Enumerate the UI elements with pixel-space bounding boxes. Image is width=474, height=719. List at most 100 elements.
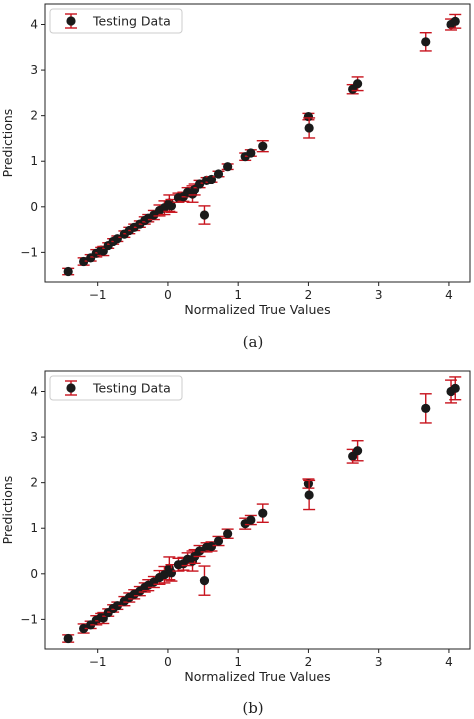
y-tick-label: 4 xyxy=(30,18,38,32)
marker xyxy=(199,210,210,220)
marker xyxy=(213,169,224,179)
data-point xyxy=(256,503,269,524)
x-tick-label: 4 xyxy=(445,288,453,302)
data-point xyxy=(419,393,432,424)
panel-caption: (a) xyxy=(243,333,264,351)
marker xyxy=(63,633,73,644)
marker xyxy=(450,16,460,26)
marker xyxy=(450,383,460,393)
y-axis-label: Predictions xyxy=(0,476,15,545)
x-tick-label: 1 xyxy=(234,655,242,669)
y-tick-label: 0 xyxy=(30,567,38,581)
data-point xyxy=(212,169,225,179)
data-point xyxy=(221,162,234,172)
y-tick-label: 2 xyxy=(30,109,38,123)
marker xyxy=(206,541,217,552)
data-point xyxy=(62,633,75,644)
marker xyxy=(353,79,363,89)
marker xyxy=(303,478,314,489)
data-point xyxy=(351,440,364,462)
legend-label: Testing Data xyxy=(92,381,171,396)
marker xyxy=(246,148,256,158)
marker xyxy=(63,266,73,277)
data-point xyxy=(111,234,124,244)
data-point xyxy=(302,478,315,489)
data-point xyxy=(244,148,257,158)
y-tick-label: −1 xyxy=(20,612,38,626)
legend-marker xyxy=(66,16,76,26)
marker xyxy=(421,403,431,413)
x-tick-label: 3 xyxy=(375,288,383,302)
x-tick-label: −1 xyxy=(89,288,107,302)
marker xyxy=(304,123,314,133)
data-point xyxy=(198,565,211,596)
panel-caption: (b) xyxy=(242,699,263,717)
data-point xyxy=(221,528,234,539)
x-tick-label: 2 xyxy=(305,655,313,669)
marker xyxy=(112,234,122,244)
x-tick-label: 3 xyxy=(375,655,383,669)
marker xyxy=(353,446,363,456)
data-point xyxy=(244,514,257,526)
plot-frame xyxy=(44,3,471,283)
y-tick-label: 4 xyxy=(30,385,38,399)
data-point xyxy=(256,140,269,153)
plot-frame xyxy=(44,370,471,650)
marker xyxy=(159,570,170,580)
marker xyxy=(112,601,122,611)
data-point xyxy=(77,623,90,634)
y-tick-label: −1 xyxy=(20,245,38,259)
legend-label: Testing Data xyxy=(92,14,171,29)
data-point xyxy=(212,535,225,547)
data-point xyxy=(181,552,194,567)
y-tick-label: 1 xyxy=(30,521,38,535)
x-tick-label: 0 xyxy=(164,288,172,302)
y-tick-label: 0 xyxy=(30,200,38,214)
marker xyxy=(199,576,210,586)
data-point xyxy=(346,83,359,95)
marker xyxy=(421,37,431,47)
data-point xyxy=(193,179,206,189)
marker xyxy=(304,490,314,500)
data-point xyxy=(62,266,75,277)
marker xyxy=(166,568,177,578)
marker xyxy=(166,201,177,211)
marker xyxy=(223,162,233,172)
legend: Testing Data xyxy=(49,8,183,34)
legend: Testing Data xyxy=(49,375,183,401)
x-axis-label: Normalized True Values xyxy=(184,669,330,684)
data-point xyxy=(351,76,364,92)
data-point xyxy=(303,479,316,511)
marker xyxy=(194,179,205,189)
x-tick-label: −1 xyxy=(89,655,107,669)
data-point xyxy=(303,117,316,139)
x-tick-label: 2 xyxy=(305,288,313,302)
data-point xyxy=(198,205,211,225)
chart-panel-b: −1 0 1 2 3 4 −1 0 1 2 3 4 Normalized True Values Pred… xyxy=(0,370,471,717)
y-tick-label: 2 xyxy=(30,476,38,490)
y-tick-label: 3 xyxy=(30,430,38,444)
x-tick-label: 1 xyxy=(234,288,242,302)
data-point xyxy=(302,111,315,122)
marker xyxy=(79,623,89,634)
legend-box xyxy=(49,375,183,401)
x-tick-label: 0 xyxy=(164,655,172,669)
y-tick-label: 1 xyxy=(30,154,38,168)
marker xyxy=(223,529,233,539)
marker xyxy=(258,141,268,151)
data-point xyxy=(449,13,462,29)
marker xyxy=(258,508,268,518)
marker xyxy=(303,111,314,122)
data-point xyxy=(419,32,432,52)
x-axis-label: Normalized True Values xyxy=(184,302,330,317)
x-tick-label: 4 xyxy=(445,655,453,669)
legend-box xyxy=(49,8,183,34)
chart-panel-a: −1 0 1 2 3 4 −1 0 1 2 3 4 Normalized True Values Pred… xyxy=(0,3,471,351)
y-axis-label: Predictions xyxy=(0,109,15,178)
y-tick-label: 3 xyxy=(30,63,38,77)
marker xyxy=(213,536,224,546)
legend-marker xyxy=(66,383,76,393)
marker xyxy=(194,546,205,556)
marker xyxy=(79,256,89,267)
